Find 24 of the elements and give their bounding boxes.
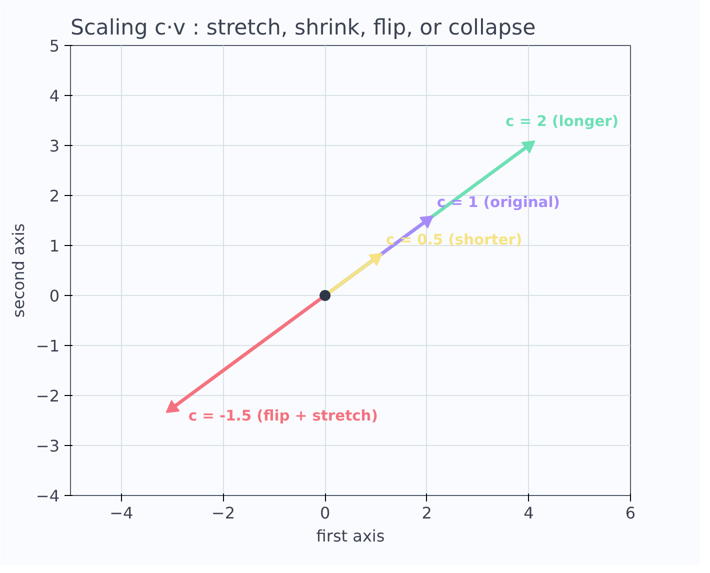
y-tick-label: 4	[49, 86, 60, 106]
point	[320, 290, 331, 301]
x-tick-label: 4	[524, 504, 534, 522]
x-tick-label: −4	[110, 504, 134, 522]
y-axis-title: second axis	[8, 223, 28, 318]
annotation: c = 1 (original)	[436, 194, 560, 211]
y-tick-label: −2	[36, 386, 60, 406]
x-tick-label: 0	[320, 504, 330, 522]
x-tick-label: −2	[211, 504, 236, 522]
y-tick-label: −1	[36, 336, 60, 356]
y-tick-label: 0	[49, 286, 60, 306]
chart-title: Scaling c·v : stretch, shrink, flip, or collapse	[70, 16, 536, 40]
y-tick-label: −4	[36, 486, 60, 506]
y-tick-label: 3	[49, 136, 60, 156]
x-tick-label: 2	[422, 504, 432, 522]
y-tick-label: 1	[49, 236, 60, 256]
x-axis-title: first axis	[316, 526, 385, 546]
y-tick-label: 2	[49, 186, 60, 206]
annotation: c = 2 (longer)	[506, 113, 619, 130]
annotation: c = 0.5 (shorter)	[386, 232, 522, 248]
x-tick-label: 6	[625, 504, 636, 522]
annotation: c = -1.5 (flip + stretch)	[188, 408, 378, 424]
y-tick-label: 5	[49, 36, 60, 56]
y-tick-label: −3	[36, 436, 60, 456]
